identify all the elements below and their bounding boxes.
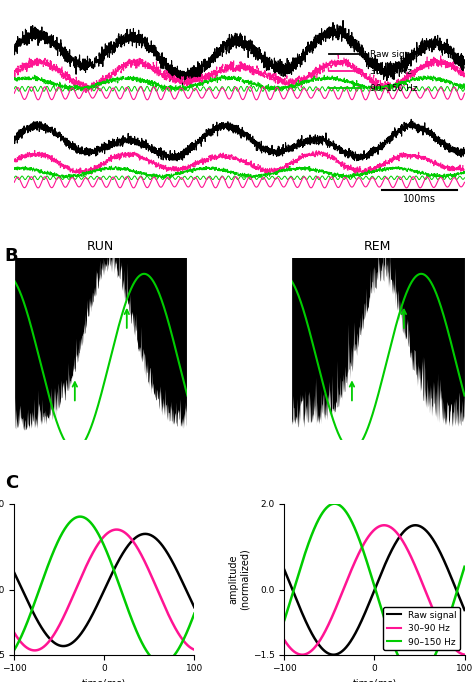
- Legend: Raw signal, 30–90 Hz, 90–150 Hz: Raw signal, 30–90 Hz, 90–150 Hz: [383, 607, 460, 650]
- X-axis label: time(ms): time(ms): [82, 679, 127, 682]
- X-axis label: time(ms): time(ms): [352, 679, 397, 682]
- Text: REM: REM: [0, 135, 1, 148]
- X-axis label: time(ms): time(ms): [356, 464, 400, 474]
- X-axis label: time(ms): time(ms): [79, 464, 123, 474]
- Title: REM: REM: [364, 240, 392, 253]
- Text: $\times 10^{-2}$: $\times 10^{-2}$: [292, 239, 319, 251]
- Text: 90–150 Hz: 90–150 Hz: [370, 84, 418, 93]
- Text: 100ms: 100ms: [403, 194, 436, 204]
- Text: 30–90 Hz: 30–90 Hz: [370, 67, 412, 76]
- Y-axis label: amplitude
(normalized): amplitude (normalized): [228, 548, 250, 610]
- Title: RUN: RUN: [87, 240, 114, 253]
- Y-axis label: firing probability: firing probability: [255, 309, 264, 389]
- Text: RUN: RUN: [0, 46, 1, 59]
- Y-axis label: amplitude
(normalized): amplitude (normalized): [214, 318, 236, 380]
- Text: Raw signal: Raw signal: [370, 50, 419, 59]
- Text: B: B: [5, 247, 18, 265]
- Text: $\times 10^{-2}$: $\times 10^{-2}$: [14, 239, 42, 251]
- Text: C: C: [5, 474, 18, 492]
